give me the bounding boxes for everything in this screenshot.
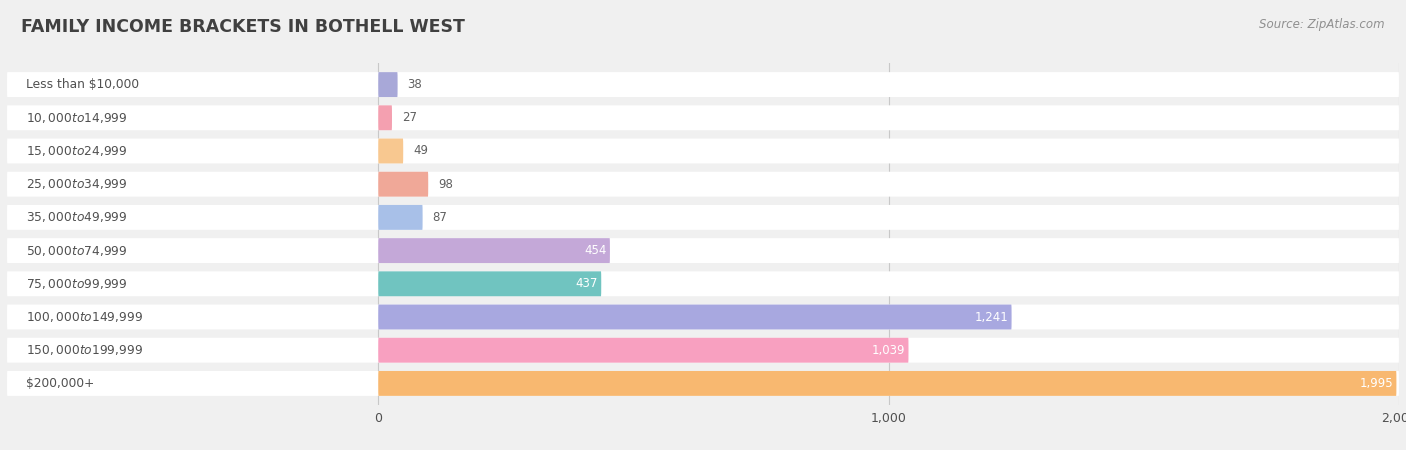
FancyBboxPatch shape	[378, 172, 429, 197]
Text: $50,000 to $74,999: $50,000 to $74,999	[25, 243, 127, 257]
Text: FAMILY INCOME BRACKETS IN BOTHELL WEST: FAMILY INCOME BRACKETS IN BOTHELL WEST	[21, 18, 465, 36]
FancyBboxPatch shape	[7, 205, 1399, 230]
Text: 1,995: 1,995	[1360, 377, 1393, 390]
FancyBboxPatch shape	[7, 139, 1399, 163]
Text: $200,000+: $200,000+	[25, 377, 94, 390]
Text: Source: ZipAtlas.com: Source: ZipAtlas.com	[1260, 18, 1385, 31]
Text: $25,000 to $34,999: $25,000 to $34,999	[25, 177, 127, 191]
FancyBboxPatch shape	[7, 172, 1399, 197]
Text: 27: 27	[402, 111, 418, 124]
Text: $150,000 to $199,999: $150,000 to $199,999	[25, 343, 142, 357]
FancyBboxPatch shape	[378, 105, 392, 130]
FancyBboxPatch shape	[378, 205, 423, 230]
FancyBboxPatch shape	[7, 271, 1399, 296]
FancyBboxPatch shape	[378, 139, 404, 163]
FancyBboxPatch shape	[7, 72, 1399, 97]
FancyBboxPatch shape	[378, 72, 398, 97]
FancyBboxPatch shape	[378, 371, 1396, 396]
Text: 49: 49	[413, 144, 429, 158]
Text: Less than $10,000: Less than $10,000	[25, 78, 139, 91]
Text: $35,000 to $49,999: $35,000 to $49,999	[25, 211, 127, 225]
FancyBboxPatch shape	[378, 305, 1011, 329]
Text: 454: 454	[585, 244, 606, 257]
Text: $10,000 to $14,999: $10,000 to $14,999	[25, 111, 127, 125]
FancyBboxPatch shape	[378, 338, 908, 363]
FancyBboxPatch shape	[378, 238, 610, 263]
Text: 98: 98	[439, 178, 453, 191]
Text: 1,241: 1,241	[974, 310, 1008, 324]
Text: 87: 87	[433, 211, 447, 224]
Text: 38: 38	[408, 78, 422, 91]
Text: 437: 437	[575, 277, 598, 290]
FancyBboxPatch shape	[7, 338, 1399, 363]
FancyBboxPatch shape	[378, 271, 602, 296]
Text: $75,000 to $99,999: $75,000 to $99,999	[25, 277, 127, 291]
FancyBboxPatch shape	[7, 305, 1399, 329]
Text: $100,000 to $149,999: $100,000 to $149,999	[25, 310, 142, 324]
FancyBboxPatch shape	[7, 105, 1399, 130]
Text: 1,039: 1,039	[872, 344, 905, 357]
FancyBboxPatch shape	[7, 238, 1399, 263]
Text: $15,000 to $24,999: $15,000 to $24,999	[25, 144, 127, 158]
FancyBboxPatch shape	[7, 371, 1399, 396]
